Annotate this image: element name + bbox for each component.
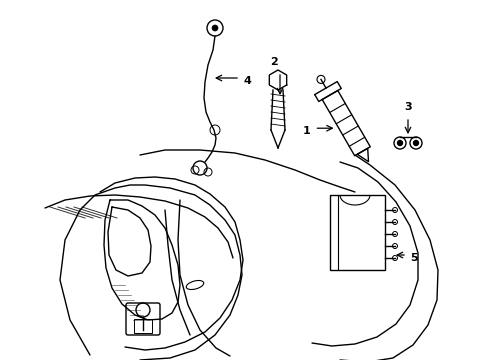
Circle shape <box>212 25 218 31</box>
Text: 5: 5 <box>409 253 417 263</box>
Circle shape <box>397 140 402 145</box>
Text: 4: 4 <box>243 76 250 86</box>
Text: 1: 1 <box>302 126 309 136</box>
Circle shape <box>413 140 418 145</box>
Text: 2: 2 <box>269 57 277 67</box>
Bar <box>329 195 384 270</box>
Text: 3: 3 <box>403 102 411 112</box>
